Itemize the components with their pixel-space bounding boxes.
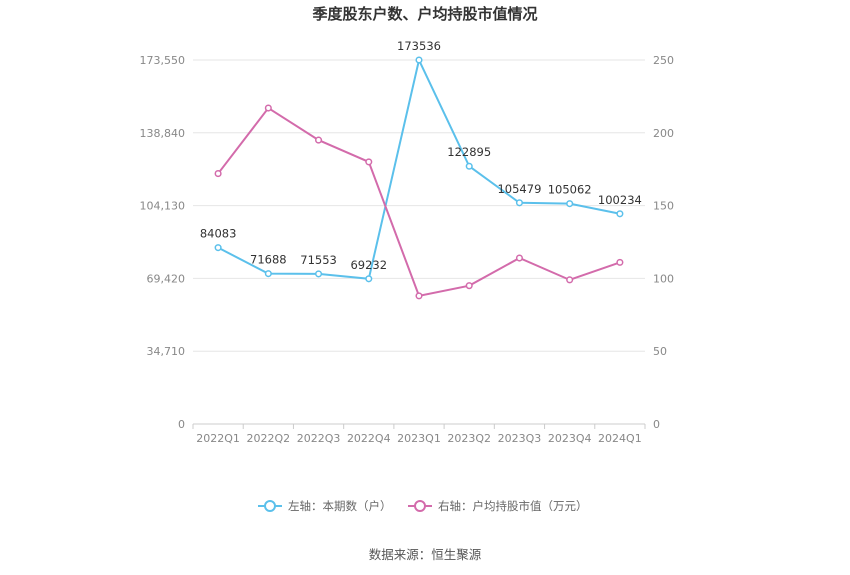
series-shareholder-count: 84083 71688 71553 69232 173536 122895 105479 10… [200,39,642,283]
right-tick-label: 250 [653,54,674,67]
x-tick-label: 2024Q1 [598,432,642,445]
legend-marker-icon [264,500,276,512]
data-label: 122895 [447,145,491,159]
data-point[interactable] [465,162,473,170]
x-tick-label: 2022Q4 [347,432,391,445]
data-point[interactable] [465,282,473,290]
data-point[interactable] [616,258,624,266]
data-label: 84083 [200,227,237,241]
left-tick-label: 69,420 [147,272,186,285]
left-tick-label: 104,130 [140,200,186,213]
data-label: 173536 [397,39,441,53]
series-avg-holding-value [214,104,624,300]
legend-marker-icon [414,500,426,512]
data-label: 100234 [598,193,642,207]
data-label: 71553 [300,253,337,267]
grid-lines [193,59,645,425]
data-source: 数据来源：恒生聚源 [369,547,482,562]
left-axis: 0 34,710 69,420 104,130 138,840 173,550 [140,54,186,431]
data-point[interactable] [214,244,222,252]
data-label: 105479 [497,182,541,196]
data-point[interactable] [315,270,323,278]
left-tick-label: 138,840 [140,127,186,140]
data-point[interactable] [515,254,523,262]
chart-title: 季度股东户数、户均持股市值情况 [312,5,537,23]
right-tick-label: 150 [653,200,674,213]
right-tick-label: 100 [653,272,674,285]
data-label: 71688 [250,253,287,267]
data-label: 69232 [350,258,387,272]
left-tick-label: 0 [178,418,185,431]
right-axis: 0 50 100 150 200 250 [653,54,674,431]
left-tick-label: 173,550 [140,54,186,67]
right-tick-label: 0 [653,418,660,431]
series-line [217,106,621,298]
data-point[interactable] [566,200,574,208]
x-tick-label: 2022Q3 [297,432,341,445]
x-axis: 2022Q1 2022Q2 2022Q3 2022Q4 2023Q1 2023Q2 2023… [192,424,646,445]
data-point[interactable] [365,158,373,166]
legend-item[interactable]: 右轴：户均持股市值（万元） [408,499,588,513]
data-point[interactable] [616,210,624,218]
legend-item[interactable]: 左轴：本期数（户） [258,499,392,513]
x-tick-label: 2022Q1 [196,432,240,445]
data-point[interactable] [264,104,272,112]
legend[interactable]: 左轴：本期数（户） 右轴：户均持股市值（万元） [258,499,588,513]
right-tick-label: 50 [653,345,667,358]
data-point[interactable] [415,292,423,300]
left-tick-label: 34,710 [147,345,186,358]
legend-label: 右轴：户均持股市值（万元） [438,499,588,513]
data-point[interactable] [214,170,222,178]
series-group: 84083 71688 71553 69232 173536 122895 105479 10… [200,39,642,300]
data-point[interactable] [315,136,323,144]
right-tick-label: 200 [653,127,674,140]
x-tick-label: 2022Q2 [247,432,291,445]
legend-label: 左轴：本期数（户） [288,499,392,513]
data-point[interactable] [415,56,423,64]
data-point[interactable] [365,275,373,283]
data-point[interactable] [566,276,574,284]
data-point[interactable] [515,199,523,207]
data-label: 105062 [548,183,592,197]
x-tick-label: 2023Q3 [498,432,542,445]
x-tick-label: 2023Q2 [447,432,491,445]
x-tick-label: 2023Q4 [548,432,592,445]
series-line [217,56,621,280]
x-tick-label: 2023Q1 [397,432,441,445]
data-point[interactable] [264,270,272,278]
